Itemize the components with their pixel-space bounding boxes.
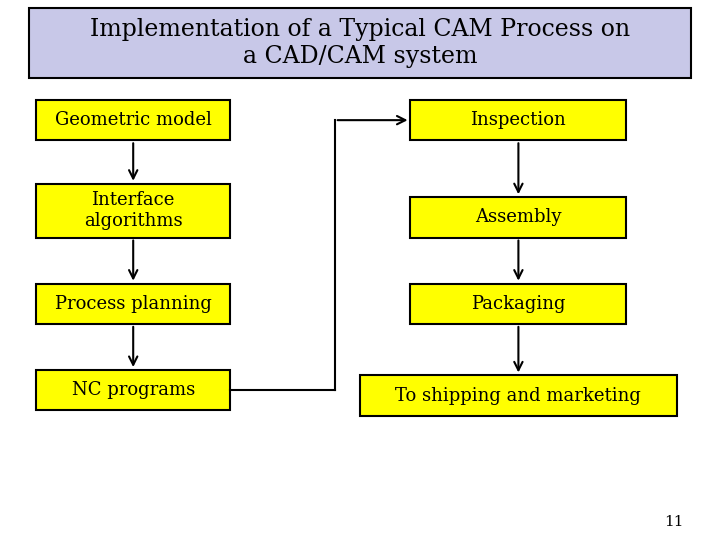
Text: Implementation of a Typical CAM Process on
a CAD/CAM system: Implementation of a Typical CAM Process …	[90, 18, 630, 68]
FancyBboxPatch shape	[410, 197, 626, 238]
FancyBboxPatch shape	[36, 184, 230, 238]
Text: Interface
algorithms: Interface algorithms	[84, 191, 182, 230]
FancyBboxPatch shape	[29, 8, 691, 78]
FancyBboxPatch shape	[410, 100, 626, 140]
FancyBboxPatch shape	[36, 100, 230, 140]
Text: Inspection: Inspection	[471, 111, 566, 129]
Text: Process planning: Process planning	[55, 295, 212, 313]
Text: 11: 11	[665, 515, 684, 529]
Text: NC programs: NC programs	[71, 381, 195, 399]
Text: To shipping and marketing: To shipping and marketing	[395, 387, 642, 404]
Text: Packaging: Packaging	[471, 295, 566, 313]
FancyBboxPatch shape	[360, 375, 677, 416]
FancyBboxPatch shape	[36, 284, 230, 324]
FancyBboxPatch shape	[410, 284, 626, 324]
Text: Assembly: Assembly	[475, 208, 562, 226]
Text: Geometric model: Geometric model	[55, 111, 212, 129]
FancyBboxPatch shape	[36, 370, 230, 410]
